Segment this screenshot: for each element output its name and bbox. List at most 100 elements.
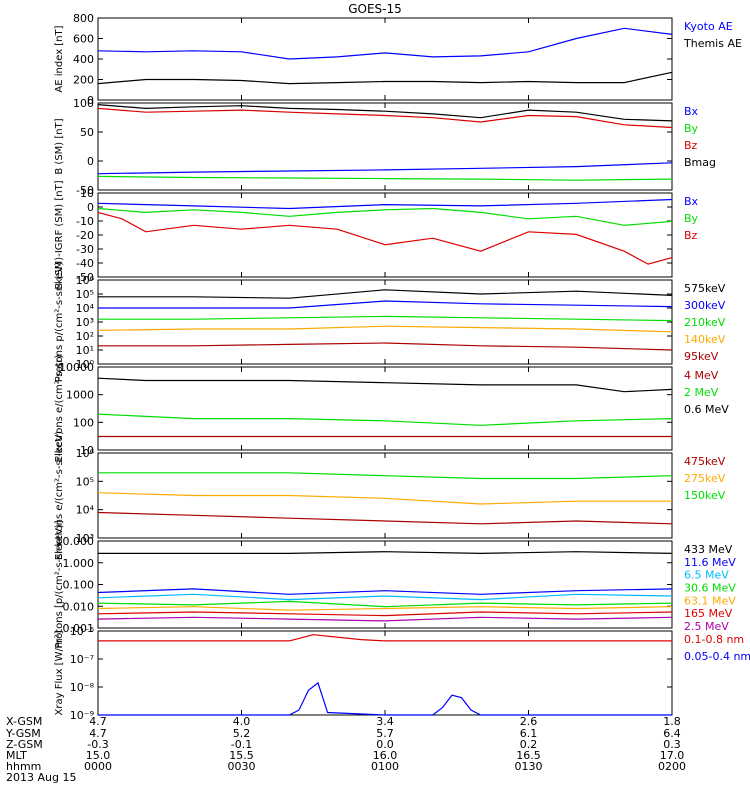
ephemeris-value: 4.7 bbox=[89, 727, 107, 740]
y-tick-label: 10³ bbox=[76, 532, 94, 545]
ephemeris-value: 17.0 bbox=[660, 749, 685, 762]
ephemeris-value: -0.1 bbox=[231, 738, 252, 751]
y-tick-label: 0 bbox=[87, 155, 94, 168]
y-tick-label: 10.000 bbox=[56, 535, 95, 548]
legend-label: Bx bbox=[684, 105, 699, 118]
series-line-575kev bbox=[98, 289, 673, 299]
y-tick-label: 10⁵ bbox=[76, 475, 94, 488]
legend-label: Bmag bbox=[684, 156, 716, 169]
legend-label: Kyoto AE bbox=[684, 20, 733, 33]
ephemeris-value: 15.0 bbox=[86, 749, 111, 762]
ephemeris-row-label: MLT bbox=[6, 749, 27, 762]
y-tick-label: 1000 bbox=[66, 389, 94, 402]
series-line-0-6-mev bbox=[97, 377, 673, 393]
y-tick-label: 10² bbox=[76, 330, 94, 343]
ephemeris-row-label: Y-GSM bbox=[5, 727, 41, 740]
y-axis-label: B (SM)-IGRF (SM) [nT] bbox=[54, 180, 65, 289]
ephemeris-value: 5.2 bbox=[233, 727, 251, 740]
y-tick-label: 800 bbox=[73, 12, 94, 25]
y-tick-label: 10000 bbox=[59, 361, 94, 374]
y-tick-label: -20 bbox=[76, 229, 94, 242]
y-tick-label: 10⁴ bbox=[76, 302, 95, 315]
y-tick-label: 10 bbox=[80, 187, 94, 200]
ephemeris-value: 6.1 bbox=[520, 727, 538, 740]
series-line-bz bbox=[97, 211, 673, 265]
series-line-themis-ae bbox=[97, 71, 673, 85]
legend-label: Bx bbox=[684, 195, 699, 208]
series-line-kyoto-ae bbox=[97, 27, 673, 60]
legend-label: 2 MeV bbox=[684, 386, 719, 399]
legend-label: 275keV bbox=[684, 472, 726, 485]
series-line-150kev bbox=[98, 472, 673, 480]
panel-6: 10³ 10⁴ 10⁵ 10⁶ Electrons e/(cm²-s-sr-keV) 47… bbox=[54, 431, 726, 560]
y-tick-label: -30 bbox=[76, 243, 94, 256]
y-tick-label: 0.001 bbox=[63, 622, 95, 635]
y-tick-label: 10⁵ bbox=[76, 288, 94, 301]
ephemeris-value: 16.5 bbox=[516, 749, 541, 762]
legend-label: 30.6 MeV bbox=[684, 582, 736, 595]
ephemeris-value: 0200 bbox=[658, 760, 686, 773]
y-tick-label: 50 bbox=[80, 126, 94, 139]
ephemeris-value: 3.4 bbox=[376, 715, 394, 728]
series-line-2-mev bbox=[97, 413, 673, 426]
y-tick-label: 0 bbox=[87, 201, 94, 214]
legend-label: 0.05-0.4 nm bbox=[684, 650, 750, 663]
y-tick-label: 100 bbox=[73, 97, 94, 110]
series-line-300kev bbox=[98, 300, 673, 309]
legend-label: Themis AE bbox=[683, 37, 742, 50]
y-axis-label: Protons p/(cm²-s-sr-keV) bbox=[54, 262, 65, 383]
legend-label: Bz bbox=[684, 229, 698, 242]
series-line-by bbox=[97, 175, 673, 181]
y-tick-label: 10⁰ bbox=[76, 358, 95, 371]
date-label: 2013 Aug 15 bbox=[6, 771, 76, 784]
ephemeris-value: 6.4 bbox=[663, 727, 681, 740]
series-line-bx bbox=[97, 162, 673, 175]
series-line-0-05-0-4-nm bbox=[98, 681, 672, 716]
legend-label: 0.6 MeV bbox=[684, 403, 729, 416]
series-line-475kev bbox=[97, 511, 673, 525]
series-line-bmag bbox=[97, 104, 673, 122]
y-tick-label: 600 bbox=[73, 33, 94, 46]
ephemeris-value: 0030 bbox=[228, 760, 256, 773]
ephemeris-value: 4.7 bbox=[89, 715, 107, 728]
ephemeris-value: 0.3 bbox=[663, 738, 681, 751]
legend-label: 63.1 MeV bbox=[684, 594, 736, 607]
page-title: GOES-15 bbox=[348, 2, 402, 16]
legend-label: 475keV bbox=[684, 455, 726, 468]
ephemeris-row-label: hhmm bbox=[6, 760, 41, 773]
legend-label: 6.5 MeV bbox=[684, 569, 729, 582]
ephemeris-value: 1.8 bbox=[663, 715, 681, 728]
legend-label: 300keV bbox=[684, 299, 726, 312]
ephemeris-value: 0130 bbox=[515, 760, 543, 773]
y-tick-label: 10⁶ bbox=[76, 447, 95, 460]
panel-frame bbox=[97, 540, 673, 629]
series-line-11-6-mev bbox=[97, 588, 673, 595]
legend-label: 0.1-0.8 nm bbox=[684, 633, 744, 646]
panel-frame bbox=[97, 366, 673, 451]
y-tick-label: 10¹ bbox=[76, 344, 94, 357]
y-axis-label: Electrons e/(cm²-s-sr) bbox=[54, 355, 65, 463]
series-line-165-mev bbox=[97, 611, 673, 617]
ephemeris-value: 16.0 bbox=[373, 749, 398, 762]
ephemeris-row-label: Z-GSM bbox=[6, 738, 43, 751]
series-line-275kev bbox=[97, 492, 672, 505]
series-line-bz bbox=[97, 107, 673, 129]
legend-label: 575keV bbox=[684, 282, 726, 295]
legend-label: 210keV bbox=[684, 316, 726, 329]
y-tick-label: 10⁻⁹ bbox=[70, 709, 94, 722]
legend-label: 2.5 MeV bbox=[684, 620, 729, 633]
y-tick-label: -10 bbox=[76, 215, 94, 228]
ephemeris-row-label: X-GSM bbox=[6, 715, 42, 728]
ephemeris-value: 4.0 bbox=[233, 715, 251, 728]
y-tick-label: 1.000 bbox=[63, 557, 95, 570]
panel-1: 0 200 400 600 800 AE index [nT] Kyoto AE Themis… bbox=[54, 12, 742, 107]
legend-label: 4 MeV bbox=[684, 369, 719, 382]
legend-label: By bbox=[684, 122, 699, 135]
series-line-by bbox=[97, 207, 673, 226]
ephemeris-value: 5.7 bbox=[376, 727, 394, 740]
y-tick-label: 10⁻⁸ bbox=[70, 681, 95, 694]
ephemeris-value: -0.3 bbox=[87, 738, 108, 751]
